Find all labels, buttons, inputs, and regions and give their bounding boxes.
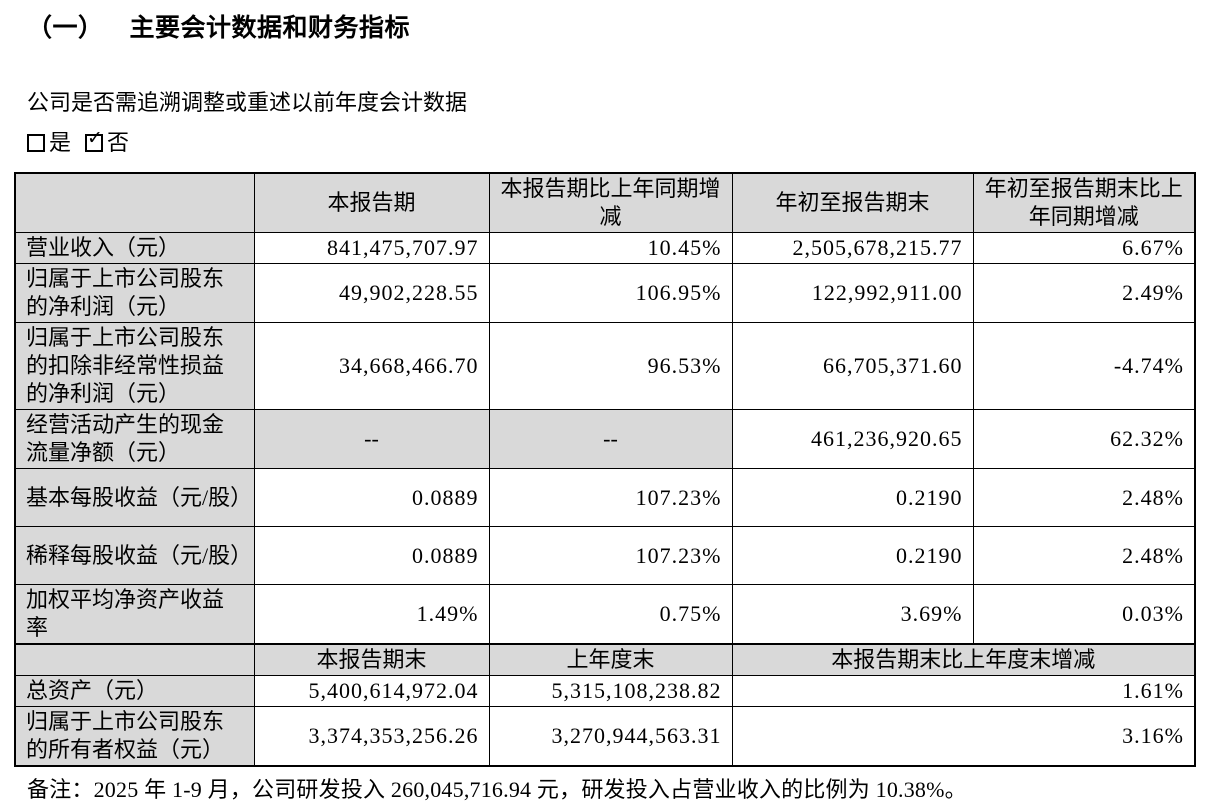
cell-value: 461,236,920.65: [731, 409, 974, 469]
row-label: 基本每股收益（元/股）: [14, 468, 255, 527]
financial-indicators-table: 本报告期 本报告期比上年同期增减 年初至报告期末 年初至报告期末比上年同期增减 …: [14, 172, 1196, 767]
table-row: 稀释每股收益（元/股） 0.0889 107.23% 0.2190 2.48%: [14, 526, 1196, 585]
cell-value: 0.75%: [488, 584, 733, 645]
table-row: 归属于上市公司股东的所有者权益（元） 3,374,353,256.26 3,27…: [14, 706, 1196, 767]
restatement-options: 是 ✓ 否: [27, 128, 1209, 158]
row-label: 总资产（元）: [14, 675, 255, 707]
table-row: 经营活动产生的现金流量净额（元） -- -- 461,236,920.65 62…: [14, 409, 1196, 469]
header-period-yoy-change: 本报告期比上年同期增减: [488, 172, 733, 233]
cell-value: 3,374,353,256.26: [253, 706, 490, 767]
cell-value: --: [488, 409, 733, 469]
cell-value: 5,315,108,238.82: [488, 675, 733, 707]
period-end-header-row: 本报告期末 上年度末 本报告期末比上年度末增减: [14, 643, 1196, 676]
row-label: 归属于上市公司股东的所有者权益（元）: [14, 706, 255, 767]
checkbox-unchecked-icon: [27, 134, 45, 152]
row-label: 稀释每股收益（元/股）: [14, 526, 255, 585]
section-title: （一） 主要会计数据和财务指标: [27, 12, 1209, 46]
cell-value: 34,668,466.70: [253, 322, 490, 410]
row-label: 经营活动产生的现金流量净额（元）: [14, 409, 255, 469]
cell-value: 49,902,228.55: [253, 263, 490, 323]
cell-value: 2,505,678,215.77: [731, 232, 974, 264]
option-no: ✓ 否: [85, 128, 129, 158]
cell-value: --: [253, 409, 490, 469]
cell-value: 1.61%: [731, 675, 1196, 707]
cell-value: 1.49%: [253, 584, 490, 645]
cell-value: 5,400,614,972.04: [253, 675, 490, 707]
cell-value: 2.48%: [972, 526, 1196, 585]
cell-value: 0.2190: [731, 468, 974, 527]
cell-value: 122,992,911.00: [731, 263, 974, 323]
cell-value: 0.2190: [731, 526, 974, 585]
table-row: 营业收入（元） 841,475,707.97 10.45% 2,505,678,…: [14, 232, 1196, 264]
header-empty-cell: [14, 172, 255, 233]
table-row: 归属于上市公司股东的扣除非经常性损益的净利润（元） 34,668,466.70 …: [14, 322, 1196, 410]
checkbox-checked-icon: ✓: [85, 129, 104, 152]
cell-value: 3.16%: [731, 706, 1196, 767]
row-label: 营业收入（元）: [14, 232, 255, 264]
option-yes: 是: [27, 128, 71, 158]
cell-value: 62.32%: [972, 409, 1196, 469]
cell-value: 841,475,707.97: [253, 232, 490, 264]
cell-value: 2.49%: [972, 263, 1196, 323]
subheader-prior-year-end: 上年度末: [488, 643, 733, 676]
subheader-period-end: 本报告期末: [253, 643, 490, 676]
cell-value: 6.67%: [972, 232, 1196, 264]
subheader-empty-cell: [14, 643, 255, 676]
cell-value: 0.0889: [253, 468, 490, 527]
cell-value: 106.95%: [488, 263, 733, 323]
table-header-row: 本报告期 本报告期比上年同期增减 年初至报告期末 年初至报告期末比上年同期增减: [14, 172, 1196, 233]
cell-value: -4.74%: [972, 322, 1196, 410]
table-row: 归属于上市公司股东的净利润（元） 49,902,228.55 106.95% 1…: [14, 263, 1196, 323]
cell-value: 3,270,944,563.31: [488, 706, 733, 767]
cell-value: 10.45%: [488, 232, 733, 264]
cell-value: 3.69%: [731, 584, 974, 645]
section-title-text: 主要会计数据和财务指标: [129, 15, 411, 42]
table-row: 加权平均净资产收益率 1.49% 0.75% 3.69% 0.03%: [14, 584, 1196, 645]
header-current-period: 本报告期: [253, 172, 490, 233]
option-no-label: 否: [107, 130, 130, 155]
row-label: 归属于上市公司股东的扣除非经常性损益的净利润（元）: [14, 322, 255, 410]
row-label: 加权平均净资产收益率: [14, 584, 255, 645]
cell-value: 107.23%: [488, 526, 733, 585]
footnote: 备注：2025 年 1-9 月，公司研发投入 260,045,716.94 元，…: [27, 777, 967, 802]
table-row: 基本每股收益（元/股） 0.0889 107.23% 0.2190 2.48%: [14, 468, 1196, 527]
option-yes-label: 是: [49, 130, 72, 155]
row-label: 归属于上市公司股东的净利润（元）: [14, 263, 255, 323]
cell-value: 96.53%: [488, 322, 733, 410]
table-row: 总资产（元） 5,400,614,972.04 5,315,108,238.82…: [14, 675, 1196, 707]
restatement-question: 公司是否需追溯调整或重述以前年度会计数据: [27, 90, 468, 115]
cell-value: 66,705,371.60: [731, 322, 974, 410]
section-number: （一）: [27, 15, 104, 42]
cell-value: 107.23%: [488, 468, 733, 527]
header-ytd: 年初至报告期末: [731, 172, 974, 233]
cell-value: 0.03%: [972, 584, 1196, 645]
report-page: （一） 主要会计数据和财务指标 公司是否需追溯调整或重述以前年度会计数据 是 ✓ …: [0, 12, 1209, 802]
cell-value: 0.0889: [253, 526, 490, 585]
check-mark-icon: ✓: [87, 127, 103, 149]
header-ytd-yoy-change: 年初至报告期末比上年同期增减: [972, 172, 1196, 233]
cell-value: 2.48%: [972, 468, 1196, 527]
subheader-change-vs-prior-year-end: 本报告期末比上年度末增减: [731, 643, 1196, 676]
